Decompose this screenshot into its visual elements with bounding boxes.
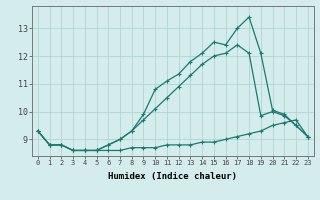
X-axis label: Humidex (Indice chaleur): Humidex (Indice chaleur) — [108, 172, 237, 181]
